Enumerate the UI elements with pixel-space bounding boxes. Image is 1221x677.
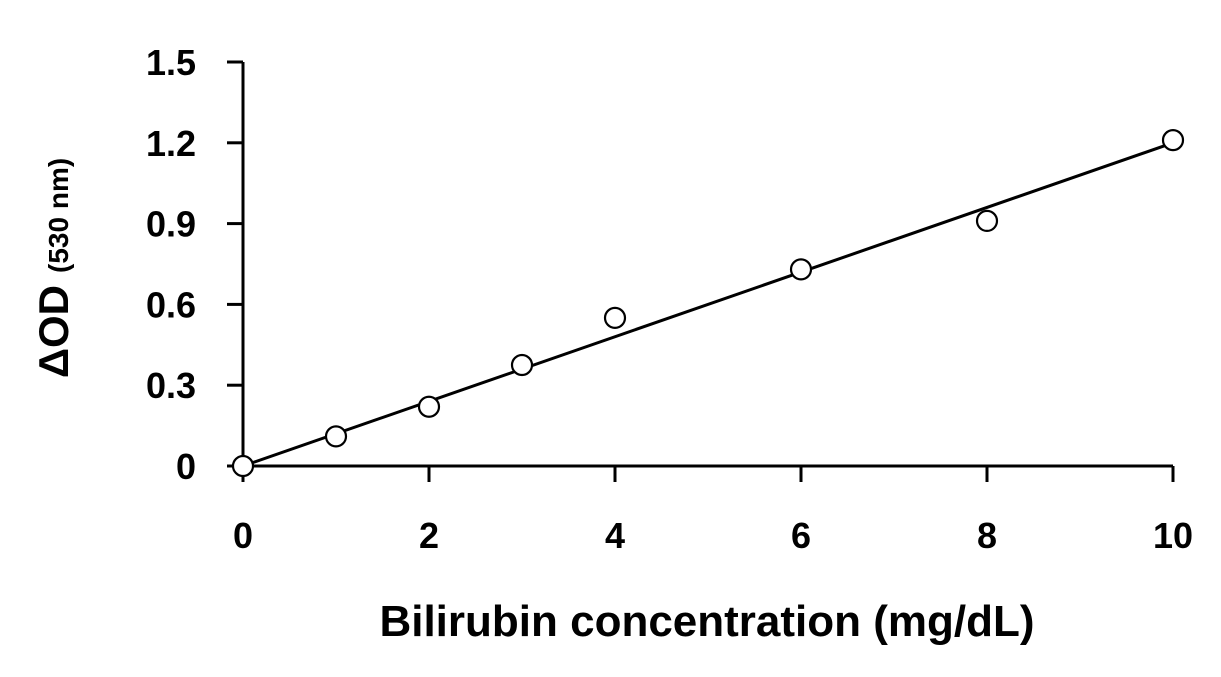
data-point [231,454,255,478]
y-tick-label: 0 [176,446,196,487]
data-point [324,425,348,448]
data-points [231,129,1185,478]
data-point [510,353,534,377]
data-point [1161,129,1185,152]
x-axis-title: Bilirubin concentration (mg/dL) [379,597,1034,646]
data-point [975,209,999,233]
axes [241,62,1173,482]
x-tick-label: 8 [977,515,997,556]
x-tick-label: 10 [1153,515,1193,556]
y-ticks: 0 0.3 0.6 0.9 1.2 1.5 [146,42,243,487]
y-tick-label: 1.2 [146,123,196,164]
y-axis-title-main: ΔOD [30,285,77,378]
y-axis-title: ΔOD (530 nm) [30,158,77,378]
data-point [789,258,813,281]
x-tick-label: 2 [419,515,439,556]
y-tick-label: 0.3 [146,365,196,406]
y-axis-title-sub: (530 nm) [43,158,74,273]
x-tick-label: 6 [791,515,811,556]
x-tick-label: 0 [233,515,253,556]
data-point [417,395,441,418]
trendline [242,141,1174,468]
y-tick-label: 0.9 [146,204,196,245]
y-tick-label: 1.5 [146,42,196,83]
data-point [603,306,627,329]
x-tick-label: 4 [605,515,625,556]
y-tick-label: 0.6 [146,284,196,325]
x-ticks: 0 2 4 6 8 10 [233,466,1193,556]
